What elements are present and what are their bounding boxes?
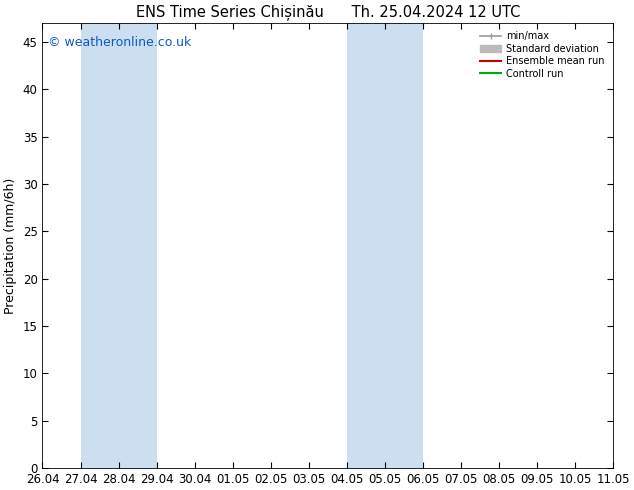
- Title: ENS Time Series Chișinău      Th. 25.04.2024 12 UTC: ENS Time Series Chișinău Th. 25.04.2024 …: [136, 4, 520, 20]
- Bar: [613, 23, 634, 468]
- Legend: min/max, Standard deviation, Ensemble mean run, Controll run: min/max, Standard deviation, Ensemble me…: [476, 27, 609, 82]
- Bar: [347, 23, 423, 468]
- Text: © weatheronline.co.uk: © weatheronline.co.uk: [48, 36, 191, 49]
- Y-axis label: Precipitation (mm/6h): Precipitation (mm/6h): [4, 177, 17, 314]
- Bar: [81, 23, 157, 468]
